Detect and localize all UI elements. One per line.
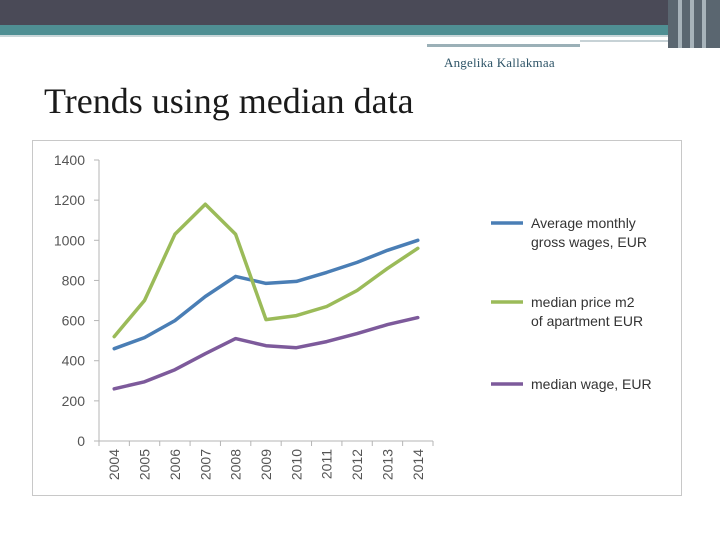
x-tick-label: 2005 xyxy=(137,449,153,480)
decorative-line xyxy=(580,40,668,42)
header-band-dark xyxy=(0,0,720,25)
y-tick-label: 1000 xyxy=(54,232,85,248)
x-tick-label: 2006 xyxy=(167,449,183,480)
y-tick-label: 200 xyxy=(62,393,86,409)
legend-label-2: median price m2 xyxy=(531,294,635,310)
x-tick-label: 2012 xyxy=(349,449,365,480)
chart-frame: 0 200 400 600 800 1000 1200 1400 2004 2005 2006 200… xyxy=(32,140,682,496)
series-line-3 xyxy=(112,315,420,391)
decorative-line xyxy=(427,44,580,47)
series-line-2 xyxy=(112,202,420,339)
header-divider xyxy=(0,35,668,37)
slide-title: Trends using median data xyxy=(44,81,414,121)
y-tick-label: 400 xyxy=(62,353,86,369)
x-tick-label: 2014 xyxy=(410,449,426,480)
x-tick-label: 2013 xyxy=(379,449,395,480)
x-tick-label: 2010 xyxy=(288,449,304,480)
y-tick-label: 1400 xyxy=(54,152,85,168)
x-tick-label: 2007 xyxy=(197,449,213,480)
legend-label-2: of apartment EUR xyxy=(531,313,643,329)
y-tick-label: 1200 xyxy=(54,192,85,208)
author-name: Angelika Kallakmaa xyxy=(444,55,555,70)
series-line-1 xyxy=(112,238,420,351)
y-tick-label: 600 xyxy=(62,313,86,329)
x-tick-label: 2004 xyxy=(106,449,122,480)
x-tick-label: 2008 xyxy=(228,449,244,480)
header-band-teal xyxy=(0,25,720,35)
y-tick-label: 800 xyxy=(62,272,86,288)
line-chart: 0 200 400 600 800 1000 1200 1400 2004 2005 2006 200… xyxy=(54,152,652,480)
x-tick-label: 2009 xyxy=(258,449,274,480)
x-tick-label: 2011 xyxy=(319,449,335,479)
y-tick-label: 0 xyxy=(77,433,85,449)
header-corner-block xyxy=(668,0,720,48)
legend-label-1: gross wages, EUR xyxy=(531,234,647,250)
legend-label-1: Average monthly xyxy=(531,215,636,231)
legend-label-3: median wage, EUR xyxy=(531,376,652,392)
